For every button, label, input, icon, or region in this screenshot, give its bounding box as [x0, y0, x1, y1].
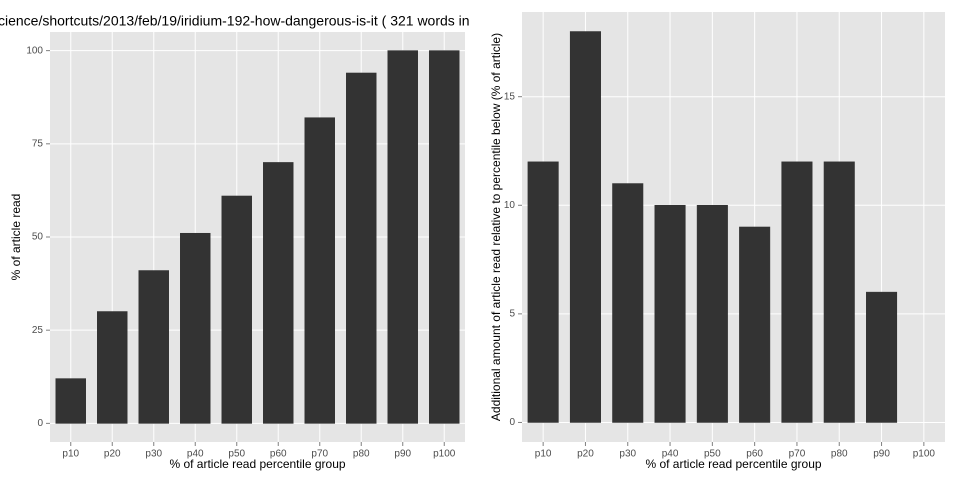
bar [221, 195, 252, 424]
bar [739, 226, 771, 423]
bar [781, 161, 813, 423]
x-tick-label: p60 [746, 449, 763, 460]
bar [823, 161, 855, 423]
x-tick-label: p50 [228, 449, 245, 460]
x-tick-label: p10 [535, 449, 552, 460]
x-tick-label: p90 [394, 449, 411, 460]
y-axis-title: % of article read [9, 194, 23, 281]
y-tick-label: 10 [504, 200, 516, 211]
bar [55, 378, 86, 424]
x-tick-label: p70 [311, 449, 328, 460]
chart-title: cience/shortcuts/2013/feb/19/iridium-192… [0, 13, 470, 29]
bar [654, 204, 686, 423]
y-tick-label: 25 [32, 325, 44, 336]
x-tick-label: p40 [187, 449, 204, 460]
bar [138, 270, 169, 424]
bar [866, 291, 898, 423]
bar [569, 31, 601, 423]
y-tick-label: 0 [37, 418, 43, 429]
x-tick-label: p30 [145, 449, 162, 460]
y-tick-label: 75 [32, 138, 44, 149]
x-tick-label: p60 [270, 449, 287, 460]
x-tick-label: p100 [433, 449, 456, 460]
bar [263, 162, 294, 424]
x-tick-label: p80 [353, 449, 370, 460]
x-axis-title: % of article read percentile group [169, 457, 345, 471]
y-tick-label: 5 [509, 309, 515, 320]
bar [429, 50, 460, 424]
bar [346, 72, 377, 424]
x-tick-label: p80 [831, 449, 848, 460]
x-tick-label: p40 [662, 449, 679, 460]
x-tick-label: p20 [104, 449, 121, 460]
bar [612, 183, 644, 423]
x-tick-label: p10 [62, 449, 79, 460]
x-tick-label: p30 [619, 449, 636, 460]
bar [696, 204, 728, 423]
bar [97, 311, 128, 424]
x-tick-label: p20 [577, 449, 594, 460]
y-tick-label: 15 [504, 91, 516, 102]
x-tick-label: p70 [789, 449, 806, 460]
y-tick-label: 100 [26, 45, 43, 56]
x-tick-label: p50 [704, 449, 721, 460]
x-tick-label: p90 [873, 449, 890, 460]
y-axis-title: Additional amount of article read relati… [489, 33, 503, 421]
bar [180, 232, 211, 424]
bar [527, 161, 559, 423]
x-axis-title: % of article read percentile group [645, 457, 821, 471]
y-tick-label: 0 [509, 417, 515, 428]
x-tick-label: p100 [913, 449, 936, 460]
bar [387, 50, 418, 424]
y-tick-label: 50 [32, 232, 44, 243]
bar [304, 117, 335, 424]
